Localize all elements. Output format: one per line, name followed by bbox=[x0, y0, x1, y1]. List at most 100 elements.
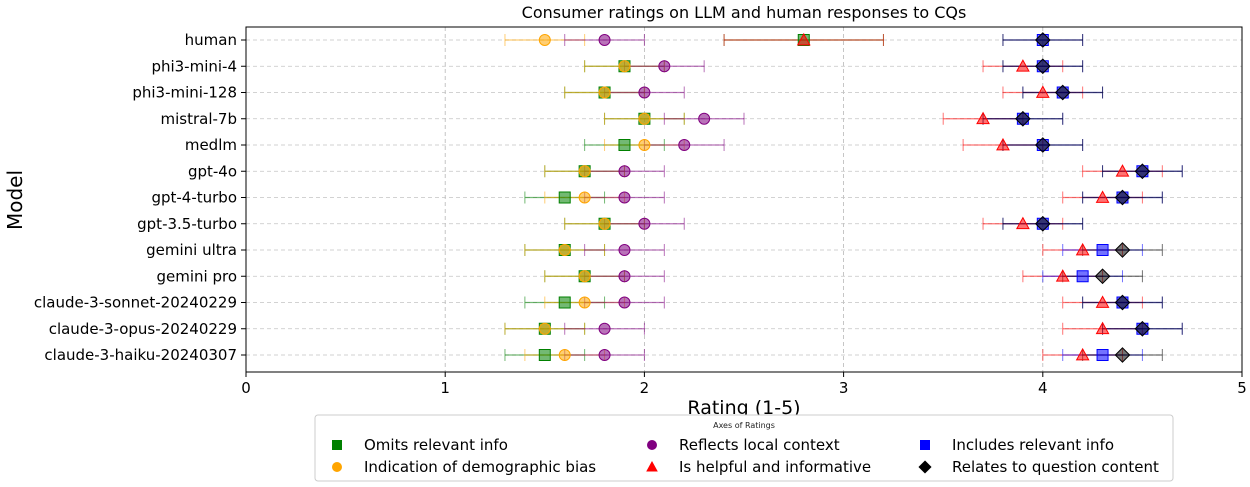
bias-point bbox=[578, 296, 591, 309]
helpful-point bbox=[1015, 216, 1030, 230]
helpful-point bbox=[1115, 164, 1130, 177]
y-tick-label: gpt-4-turbo bbox=[151, 189, 237, 207]
helpful-point bbox=[1055, 269, 1070, 282]
legend-entry-includes: Includes relevant info bbox=[920, 436, 1114, 454]
bias-point bbox=[598, 86, 611, 99]
legend-marker-omits bbox=[332, 440, 342, 450]
legend-entry-helpful: Is helpful and informative bbox=[646, 458, 871, 476]
bias-point bbox=[578, 191, 591, 204]
local-point bbox=[678, 139, 691, 151]
bias-point bbox=[578, 270, 591, 283]
x-axis-label: Rating (1-5) bbox=[687, 397, 800, 419]
relates-point bbox=[1015, 110, 1031, 127]
local-point bbox=[618, 296, 631, 309]
helpful-point bbox=[796, 32, 811, 46]
local-point bbox=[618, 270, 631, 283]
local-point bbox=[598, 349, 611, 361]
y-tick-label: medlm bbox=[185, 136, 237, 154]
relates-point bbox=[1114, 347, 1131, 363]
legend-entry-local: Reflects local context bbox=[647, 436, 840, 454]
y-tick-label: claude-3-opus-20240229 bbox=[49, 320, 237, 338]
helpful-point bbox=[976, 111, 990, 125]
relates-point bbox=[1034, 215, 1051, 232]
y-tick-label: phi3-mini-128 bbox=[132, 84, 237, 102]
legend-marker-relates bbox=[918, 460, 932, 474]
helpful-point bbox=[1095, 295, 1110, 308]
bias-point bbox=[538, 34, 551, 46]
relates-point bbox=[1114, 189, 1131, 206]
y-tick-label: phi3-mini-4 bbox=[151, 57, 237, 75]
local-point bbox=[698, 112, 711, 125]
y-tick-label: gpt-4o bbox=[188, 162, 237, 180]
relates-point bbox=[1114, 242, 1131, 258]
legend-label: Is helpful and informative bbox=[679, 458, 871, 476]
legend-entry-bias: Indication of demographic bias bbox=[332, 458, 596, 476]
local-point bbox=[598, 34, 611, 46]
bias-point bbox=[618, 60, 631, 73]
legend-label: Indication of demographic bias bbox=[364, 458, 596, 476]
relates-point bbox=[1094, 268, 1111, 285]
bias-point bbox=[578, 165, 591, 178]
legend-marker-local bbox=[647, 440, 657, 450]
omits-point bbox=[558, 296, 571, 309]
helpful-point bbox=[1035, 85, 1050, 98]
relates-point bbox=[1034, 58, 1051, 75]
omits-point bbox=[538, 349, 551, 361]
bias-point bbox=[558, 349, 571, 361]
x-tick-label: 2 bbox=[640, 379, 650, 397]
bias-point bbox=[538, 322, 551, 335]
legend-label: Relates to question content bbox=[952, 458, 1159, 476]
y-tick-label: claude-3-haiku-20240307 bbox=[44, 346, 237, 364]
includes-point bbox=[1076, 270, 1089, 283]
y-tick-label: gemini ultra bbox=[146, 241, 237, 259]
legend-marker-helpful bbox=[646, 461, 658, 472]
x-tick-label: 0 bbox=[241, 379, 251, 397]
y-axis-ticks: human phi3-mini-4 phi3-mini-128 mistral-7b m… bbox=[34, 31, 246, 364]
legend-label: Reflects local context bbox=[679, 436, 840, 454]
legend-box bbox=[314, 414, 1174, 482]
bias-point bbox=[638, 112, 651, 125]
legend: Axes of Ratings Omits relevant info Refle… bbox=[314, 414, 1174, 482]
helpful-point bbox=[1095, 321, 1110, 335]
omits-point bbox=[618, 139, 631, 151]
legend-entry-omits: Omits relevant info bbox=[332, 436, 508, 454]
relates-point bbox=[1034, 32, 1051, 48]
legend-entry-relates: Relates to question content bbox=[918, 458, 1159, 476]
local-point bbox=[618, 191, 631, 204]
x-axis-ticks: 0 1 2 3 4 5 bbox=[241, 372, 1247, 397]
helpful-point bbox=[1075, 242, 1090, 256]
y-tick-label: human bbox=[185, 31, 237, 49]
relates-point bbox=[1114, 294, 1131, 311]
legend-marker-includes bbox=[920, 440, 930, 450]
legend-title: Axes of Ratings bbox=[713, 421, 775, 430]
x-tick-label: 1 bbox=[440, 379, 450, 397]
legend-label: Includes relevant info bbox=[952, 436, 1114, 454]
local-point bbox=[658, 60, 671, 73]
helpful-point bbox=[1095, 190, 1110, 203]
y-tick-label: gemini pro bbox=[156, 267, 237, 285]
relates-point bbox=[1054, 84, 1071, 101]
y-tick-label: mistral-7b bbox=[161, 110, 237, 128]
relates-point bbox=[1034, 137, 1051, 153]
y-tick-label: gpt-3.5-turbo bbox=[137, 215, 237, 233]
plot-area bbox=[245, 26, 1243, 373]
x-tick-label: 4 bbox=[1038, 379, 1048, 397]
x-tick-label: 3 bbox=[839, 379, 849, 397]
legend-marker-bias bbox=[332, 462, 342, 472]
local-point bbox=[618, 165, 631, 178]
relates-point bbox=[1134, 163, 1151, 180]
chart-title: Consumer ratings on LLM and human respon… bbox=[522, 3, 967, 22]
includes-point bbox=[1096, 349, 1109, 361]
local-point bbox=[598, 322, 611, 335]
bias-point bbox=[638, 139, 651, 151]
y-tick-label: claude-3-sonnet-20240229 bbox=[34, 294, 237, 312]
helpful-point bbox=[1075, 347, 1090, 361]
grid bbox=[245, 27, 1243, 372]
bias-point bbox=[558, 244, 571, 256]
x-tick-label: 5 bbox=[1237, 379, 1247, 397]
y-axis-label: Model bbox=[3, 170, 27, 230]
legend-label: Omits relevant info bbox=[364, 436, 508, 454]
helpful-point bbox=[1015, 59, 1030, 72]
local-point bbox=[638, 86, 651, 99]
